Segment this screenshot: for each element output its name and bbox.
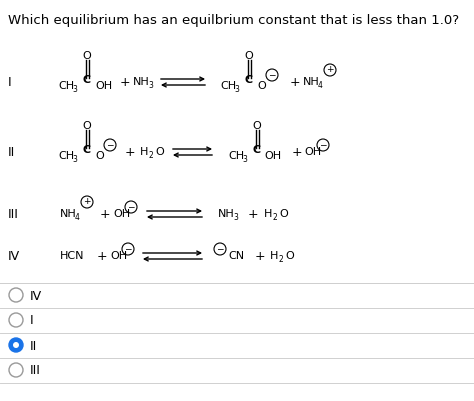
- Text: NH: NH: [303, 77, 320, 87]
- Text: +: +: [326, 65, 334, 75]
- Text: CH: CH: [58, 81, 74, 91]
- Text: −: −: [124, 245, 132, 253]
- Text: 4: 4: [75, 213, 80, 221]
- Text: −: −: [127, 203, 135, 211]
- Text: 3: 3: [72, 85, 77, 93]
- Text: I: I: [8, 75, 12, 89]
- Text: +: +: [292, 146, 302, 158]
- Text: IV: IV: [8, 249, 20, 263]
- Text: 2: 2: [149, 150, 154, 160]
- Text: O: O: [82, 121, 91, 131]
- Text: −: −: [106, 140, 114, 150]
- Text: C: C: [253, 145, 261, 155]
- Text: +: +: [290, 75, 301, 89]
- Text: 3: 3: [242, 154, 247, 164]
- Text: +: +: [100, 207, 110, 221]
- Text: OH: OH: [113, 209, 130, 219]
- Text: 2: 2: [273, 213, 278, 221]
- Text: H: H: [264, 209, 273, 219]
- Circle shape: [9, 338, 23, 352]
- Text: +: +: [248, 207, 259, 221]
- Text: III: III: [8, 207, 19, 221]
- Text: +: +: [120, 75, 131, 89]
- Text: CH: CH: [228, 151, 244, 161]
- Text: HCN: HCN: [60, 251, 84, 261]
- Text: OH: OH: [110, 251, 127, 261]
- Text: +: +: [125, 146, 136, 158]
- Text: C: C: [83, 145, 91, 155]
- Text: OH: OH: [95, 81, 112, 91]
- Text: C: C: [245, 75, 253, 85]
- Text: 3: 3: [148, 81, 153, 89]
- Text: −: −: [216, 245, 224, 253]
- Text: O: O: [82, 51, 91, 61]
- Text: CH: CH: [220, 81, 236, 91]
- Text: O: O: [155, 147, 164, 157]
- Text: OH: OH: [304, 147, 321, 157]
- Text: O: O: [244, 51, 253, 61]
- Text: 4: 4: [318, 81, 323, 89]
- Circle shape: [13, 342, 19, 348]
- Text: O: O: [252, 121, 261, 131]
- Text: C: C: [83, 75, 91, 85]
- Text: 2: 2: [279, 255, 284, 263]
- Text: +: +: [83, 198, 91, 207]
- Text: −: −: [268, 71, 276, 79]
- Text: NH: NH: [218, 209, 235, 219]
- Text: O: O: [285, 251, 294, 261]
- Text: NH: NH: [60, 209, 77, 219]
- Text: III: III: [30, 365, 41, 377]
- Text: H: H: [270, 251, 278, 261]
- Text: I: I: [30, 314, 34, 328]
- Text: 3: 3: [72, 154, 77, 164]
- Text: II: II: [8, 146, 15, 158]
- Text: CN: CN: [228, 251, 244, 261]
- Text: Which equilibrium has an equilbrium constant that is less than 1.0?: Which equilibrium has an equilbrium cons…: [8, 14, 459, 27]
- Text: IV: IV: [30, 290, 42, 302]
- Text: H: H: [140, 147, 148, 157]
- Text: O: O: [95, 151, 104, 161]
- Text: 3: 3: [234, 85, 239, 93]
- Text: O: O: [279, 209, 288, 219]
- Text: +: +: [97, 249, 108, 263]
- Text: OH: OH: [264, 151, 281, 161]
- Text: +: +: [255, 249, 265, 263]
- Text: II: II: [30, 340, 37, 352]
- Text: O: O: [257, 81, 266, 91]
- Text: CH: CH: [58, 151, 74, 161]
- Text: −: −: [319, 140, 327, 150]
- Text: 3: 3: [233, 213, 238, 221]
- Text: NH: NH: [133, 77, 150, 87]
